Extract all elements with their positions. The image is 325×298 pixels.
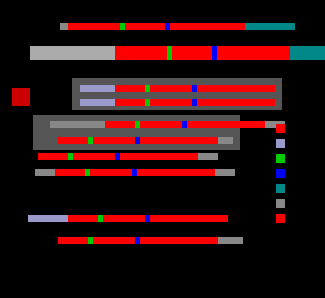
Bar [182, 120, 187, 128]
Bar [137, 168, 215, 176]
Bar [132, 168, 137, 176]
Bar [30, 46, 115, 60]
Bar [150, 99, 192, 105]
Bar [165, 23, 170, 30]
Bar [115, 153, 120, 159]
Bar [115, 85, 145, 91]
Bar [140, 120, 182, 128]
Bar [93, 237, 135, 243]
Bar [72, 78, 282, 110]
Bar [187, 120, 265, 128]
Bar [58, 237, 88, 243]
Bar [88, 237, 93, 243]
Bar [140, 136, 218, 144]
Bar [58, 136, 88, 144]
Bar [276, 124, 285, 133]
Bar [145, 215, 150, 221]
Bar [60, 23, 68, 30]
Bar [265, 120, 285, 128]
Bar [80, 99, 115, 105]
Bar [33, 115, 240, 150]
Bar [98, 215, 103, 221]
Bar [80, 85, 115, 91]
Bar [50, 120, 105, 128]
Bar [68, 23, 120, 30]
Bar [172, 46, 212, 60]
Bar [105, 120, 135, 128]
Bar [276, 139, 285, 148]
Bar [55, 168, 85, 176]
Bar [38, 153, 68, 159]
Bar [245, 23, 295, 30]
Bar [290, 46, 325, 60]
Bar [170, 23, 245, 30]
Bar [276, 169, 285, 178]
Bar [192, 99, 197, 105]
Bar [103, 215, 145, 221]
Bar [212, 46, 217, 60]
Bar [12, 88, 30, 106]
Bar [93, 136, 135, 144]
Bar [73, 153, 115, 159]
Bar [215, 168, 235, 176]
Bar [145, 99, 150, 105]
Bar [28, 215, 68, 221]
Bar [192, 85, 197, 91]
Bar [135, 136, 140, 144]
Bar [125, 23, 165, 30]
Bar [150, 85, 192, 91]
Bar [135, 120, 140, 128]
Bar [120, 153, 198, 159]
Bar [68, 153, 73, 159]
Bar [120, 23, 125, 30]
Bar [167, 46, 172, 60]
Bar [276, 154, 285, 163]
Bar [85, 168, 90, 176]
Bar [140, 237, 218, 243]
Bar [197, 85, 275, 91]
Bar [276, 199, 285, 208]
Bar [218, 136, 233, 144]
Bar [198, 153, 218, 159]
Bar [217, 46, 290, 60]
Bar [276, 214, 285, 223]
Bar [115, 46, 167, 60]
Bar [88, 136, 93, 144]
Bar [150, 215, 228, 221]
Bar [276, 184, 285, 193]
Bar [145, 85, 150, 91]
Bar [115, 99, 145, 105]
Bar [35, 168, 55, 176]
Bar [135, 237, 140, 243]
Bar [68, 215, 98, 221]
Bar [197, 99, 275, 105]
Bar [90, 168, 132, 176]
Bar [218, 237, 243, 243]
